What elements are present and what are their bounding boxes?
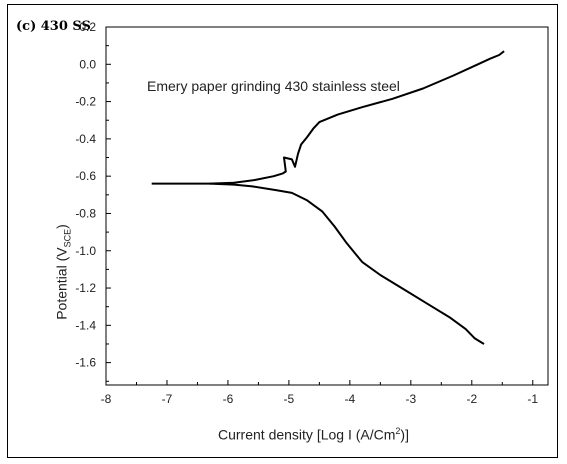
- y-tick-label: -0.6: [75, 169, 96, 183]
- y-tick-label: -0.4: [75, 132, 96, 146]
- y-tick-label: -1.0: [75, 244, 96, 258]
- panel-label: (c) 430 SS: [16, 19, 91, 34]
- x-tick-label: -3: [405, 392, 416, 406]
- x-axis-label: Current density [Log I (A/Cm2)]: [218, 426, 409, 443]
- x-tick-label: -2: [466, 392, 477, 406]
- y-tick-label: -0.8: [75, 206, 96, 220]
- x-tick-label: -4: [345, 392, 356, 406]
- x-tick-label: -6: [223, 392, 234, 406]
- y-tick-label: -1.4: [75, 318, 96, 332]
- polarization-branch-1: [151, 50, 505, 185]
- y-tick-label: 0.0: [79, 57, 96, 71]
- axis-tick-labels: -8 -7 -6 -5 -4 -3 -2 -1 0.2 0.0 -0.2 -0.4 -0.6 -0.8 -1…: [75, 20, 538, 406]
- chart-annotation: Emery paper grinding 430 stainless steel: [147, 78, 400, 94]
- polarization-branch-2: [209, 182, 485, 345]
- series-group: [151, 50, 505, 345]
- x-tick-label: -7: [162, 392, 173, 406]
- x-tick-label: -1: [527, 392, 538, 406]
- x-tick-label: -5: [284, 392, 295, 406]
- y-tick-label: 0.2: [79, 20, 96, 34]
- y-tick-label: -1.6: [75, 356, 96, 370]
- x-tick-label: -8: [101, 392, 112, 406]
- y-tick-label: -1.2: [75, 281, 96, 295]
- axis-ticks: [105, 26, 534, 385]
- y-tick-label: -0.2: [75, 95, 96, 109]
- plot-area: [105, 26, 549, 386]
- figure-frame: [7, 4, 558, 458]
- y-axis-label: Potential (VSCE): [53, 224, 73, 320]
